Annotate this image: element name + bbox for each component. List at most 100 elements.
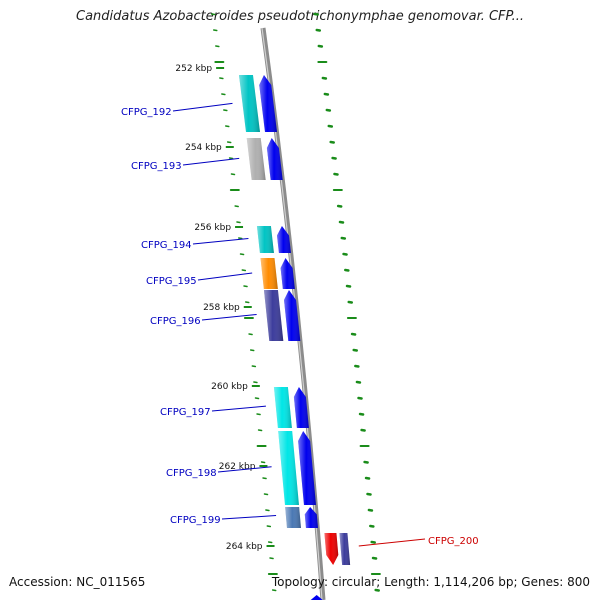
tick-mark bbox=[315, 28, 322, 32]
gene-leader-line bbox=[217, 466, 272, 473]
tick-mark bbox=[228, 157, 234, 160]
tick-mark bbox=[256, 413, 261, 416]
tick-mark bbox=[331, 156, 337, 160]
gene-cds-shade bbox=[276, 226, 291, 253]
gene-label: CFPG_193 bbox=[131, 161, 182, 172]
gene-category-shade bbox=[263, 290, 284, 341]
tick-mark bbox=[321, 76, 328, 80]
scale-label: 252 kbp bbox=[175, 64, 212, 74]
tick-mark bbox=[364, 476, 371, 480]
tick-mark bbox=[344, 268, 350, 272]
tick-mark bbox=[269, 557, 274, 560]
gene-leader-line bbox=[182, 157, 240, 166]
tick-mark bbox=[317, 44, 324, 48]
accession-text: Accession: NC_011565 bbox=[9, 575, 146, 589]
gene-category-shade bbox=[278, 431, 299, 505]
tick-mark bbox=[249, 349, 255, 352]
tick-mark bbox=[345, 284, 352, 288]
gene-category-shade bbox=[256, 226, 274, 253]
tick-mark bbox=[370, 540, 376, 544]
gene-cds-shade bbox=[266, 138, 283, 180]
gene-label: CFPG_194 bbox=[141, 240, 192, 251]
tick-mark bbox=[355, 380, 362, 384]
scale-label: 258 kbp bbox=[203, 303, 240, 313]
scale-label: 256 kbp bbox=[194, 223, 231, 233]
gene-category-shade bbox=[260, 258, 278, 289]
gene-cds-shade bbox=[298, 431, 316, 505]
gene-cds-shade bbox=[324, 533, 339, 565]
tick-mark bbox=[260, 461, 266, 464]
gene-category-shade bbox=[285, 507, 301, 528]
tick-mark bbox=[371, 556, 378, 560]
gene-category-shade bbox=[238, 75, 260, 132]
labels-layer: CFPG_192 CFPG_193 CFPG_194 CFPG_195 CFPG_196… bbox=[121, 102, 479, 547]
tick-mark bbox=[257, 429, 263, 432]
gene-label: CFPG_198 bbox=[166, 468, 217, 479]
tick-mark bbox=[338, 220, 345, 224]
gene-cds-shade bbox=[293, 387, 309, 428]
tick-mark bbox=[266, 525, 272, 528]
gene-label: CFPG_195 bbox=[146, 276, 197, 287]
tick-mark bbox=[333, 172, 339, 176]
tick-mark bbox=[366, 492, 372, 496]
gene-label: CFPG_192 bbox=[121, 107, 172, 118]
tick-mark bbox=[225, 125, 230, 128]
gene-category-shade bbox=[246, 138, 266, 180]
map-title: Candidatus Azobacteroides pseudotrichony… bbox=[76, 9, 524, 24]
tick-mark bbox=[251, 365, 257, 368]
tick-mark bbox=[248, 333, 253, 336]
gene-label: CFPG_200 bbox=[428, 536, 479, 547]
tick-mark bbox=[358, 412, 365, 416]
tick-mark bbox=[221, 93, 226, 96]
tick-mark bbox=[265, 509, 270, 512]
gene-cds-shade bbox=[280, 258, 295, 289]
tick-mark bbox=[363, 460, 369, 464]
tick-mark bbox=[327, 124, 334, 128]
tick-mark bbox=[340, 236, 347, 240]
tick-mark bbox=[244, 301, 250, 304]
tick-mark bbox=[374, 588, 380, 592]
tick-mark bbox=[223, 109, 228, 112]
tick-mark bbox=[234, 205, 239, 208]
tick-mark bbox=[267, 541, 273, 544]
tick-mark bbox=[241, 269, 247, 272]
gene-label: CFPG_197 bbox=[160, 407, 211, 418]
gene-cds-shade bbox=[259, 75, 277, 132]
tick-mark bbox=[210, 13, 216, 16]
gene-cds-shade bbox=[304, 507, 318, 528]
genes-layer bbox=[238, 75, 351, 600]
tick-mark bbox=[347, 300, 353, 304]
scale-label: 254 kbp bbox=[185, 143, 222, 153]
tick-mark bbox=[329, 140, 335, 144]
scale-label: 260 kbp bbox=[211, 382, 248, 392]
tick-mark bbox=[243, 285, 248, 288]
summary-text: Topology: circular; Length: 1,114,206 bp… bbox=[271, 575, 590, 589]
tick-mark bbox=[219, 77, 224, 80]
tick-mark bbox=[230, 173, 236, 176]
tick-mark bbox=[325, 108, 332, 112]
tick-mark bbox=[239, 253, 245, 256]
tick-mark bbox=[236, 221, 241, 224]
gene-cds-shade bbox=[284, 290, 301, 341]
gene-leader-line bbox=[172, 102, 233, 112]
tick-mark bbox=[336, 204, 343, 208]
tick-mark bbox=[342, 252, 348, 256]
tick-mark bbox=[313, 12, 319, 16]
tick-mark bbox=[213, 29, 218, 32]
scale-label: 264 kbp bbox=[226, 542, 263, 552]
tick-mark bbox=[350, 332, 357, 336]
gene-leader-line bbox=[211, 405, 266, 412]
tick-mark bbox=[352, 348, 358, 352]
tick-mark bbox=[271, 589, 277, 592]
tick-mark bbox=[238, 237, 243, 240]
scale-label: 262 kbp bbox=[219, 462, 256, 472]
gene-leader-line bbox=[197, 272, 253, 281]
gene-leader-line bbox=[201, 313, 257, 321]
tick-mark bbox=[215, 45, 220, 48]
tick-mark bbox=[367, 508, 374, 512]
tick-mark bbox=[369, 524, 375, 528]
tick-mark bbox=[357, 396, 363, 400]
ticks-layer bbox=[210, 12, 381, 592]
tick-mark bbox=[253, 381, 258, 384]
